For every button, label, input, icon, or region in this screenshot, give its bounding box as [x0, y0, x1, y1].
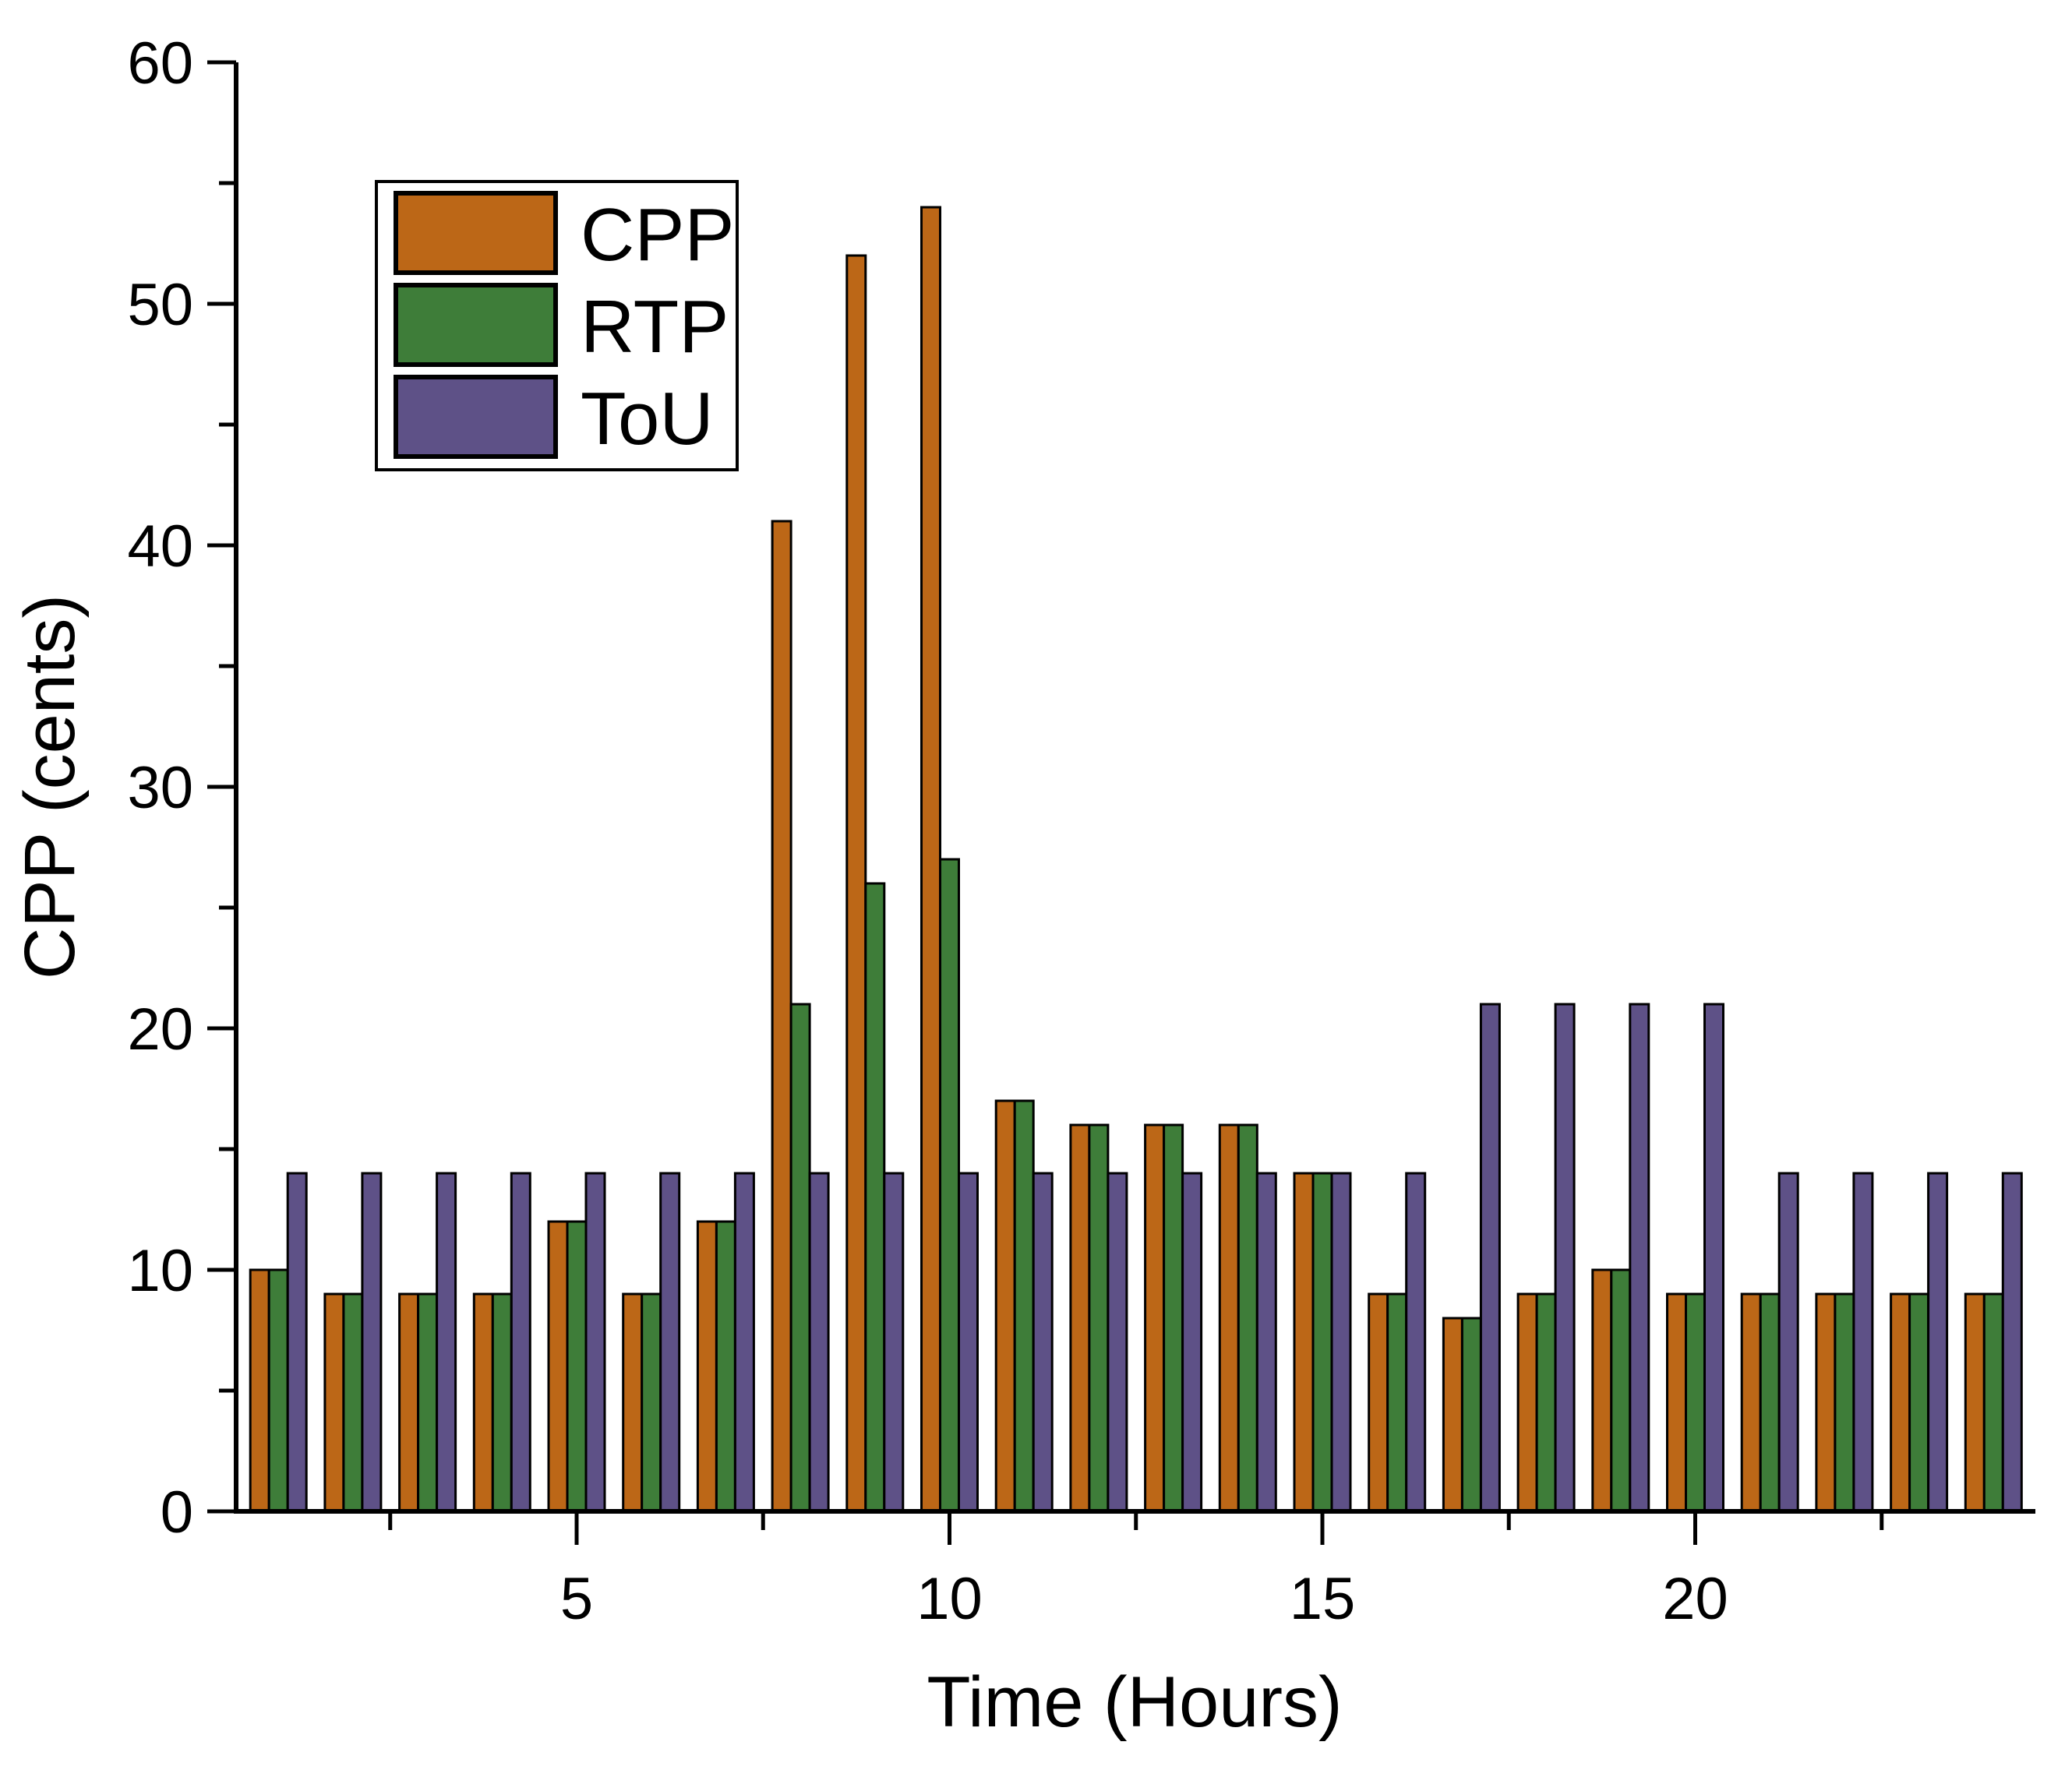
bar-cpp-hour-13 — [1144, 1123, 1166, 1513]
bar-cpp-hour-1 — [249, 1268, 270, 1513]
legend-swatch-tou — [394, 375, 558, 459]
bar-rtp-hour-17 — [1460, 1317, 1482, 1513]
axes-layer: 0 10 20 30 40 50 60 5 10 15 20 — [127, 30, 2035, 1632]
y-tick-label-10: 10 — [127, 1238, 193, 1304]
bar-rtp-hour-18 — [1535, 1292, 1557, 1513]
bar-cpp-hour-19 — [1591, 1268, 1613, 1513]
bar-cpp-hour-6 — [622, 1292, 644, 1513]
bar-tou-hour-5 — [584, 1172, 606, 1513]
bar-tou-hour-20 — [1703, 1003, 1724, 1513]
legend-label-cpp: CPP — [581, 193, 734, 277]
bar-cpp-hour-12 — [1069, 1123, 1091, 1513]
bar-rtp-hour-1 — [267, 1268, 289, 1513]
bar-tou-hour-24 — [2001, 1172, 2023, 1513]
bar-rtp-hour-16 — [1386, 1292, 1408, 1513]
bar-rtp-hour-8 — [789, 1003, 811, 1513]
bar-cpp-hour-24 — [1964, 1292, 1986, 1513]
legend-label-tou: ToU — [581, 377, 714, 460]
bar-rtp-hour-24 — [1982, 1292, 2004, 1513]
bar-tou-hour-12 — [1107, 1172, 1128, 1513]
bar-rtp-hour-10 — [939, 858, 960, 1513]
bar-rtp-hour-11 — [1013, 1099, 1035, 1513]
bar-cpp-hour-23 — [1890, 1292, 1911, 1513]
x-tick-label-5: 5 — [560, 1566, 593, 1632]
bar-rtp-hour-9 — [864, 882, 886, 1513]
y-axis-title: CPP (cents) — [10, 594, 90, 979]
bar-tou-hour-1 — [286, 1172, 308, 1513]
bar-rtp-hour-20 — [1685, 1292, 1706, 1513]
legend-label-rtp: RTP — [581, 285, 729, 368]
bar-rtp-hour-14 — [1237, 1123, 1258, 1513]
bar-tou-hour-10 — [958, 1172, 979, 1513]
bar-tou-hour-2 — [361, 1172, 383, 1513]
bar-rtp-hour-2 — [342, 1292, 364, 1513]
bar-tou-hour-17 — [1479, 1003, 1501, 1513]
bar-cpp-hour-2 — [323, 1292, 345, 1513]
bar-cpp-hour-4 — [472, 1292, 494, 1513]
bar-tou-hour-15 — [1330, 1172, 1352, 1513]
y-tick-label-40: 40 — [127, 513, 193, 580]
bar-tou-hour-23 — [1927, 1172, 1949, 1513]
bar-tou-hour-19 — [1629, 1003, 1650, 1513]
bar-tou-hour-3 — [436, 1172, 457, 1513]
bar-tou-hour-16 — [1405, 1172, 1427, 1513]
bar-tou-hour-7 — [733, 1172, 755, 1513]
bar-cpp-hour-15 — [1293, 1172, 1315, 1513]
legend-swatch-cpp — [394, 191, 558, 275]
bar-rtp-hour-21 — [1759, 1292, 1781, 1513]
bar-cpp-hour-20 — [1666, 1292, 1687, 1513]
bar-tou-hour-8 — [808, 1172, 830, 1513]
y-tick-label-30: 30 — [127, 755, 193, 821]
bar-tou-hour-21 — [1777, 1172, 1799, 1513]
bar-cpp-hour-16 — [1368, 1292, 1389, 1513]
bar-tou-hour-11 — [1032, 1172, 1054, 1513]
x-tick-label-10: 10 — [916, 1566, 983, 1632]
bar-tou-hour-18 — [1554, 1003, 1576, 1513]
legend-swatch-rtp — [394, 283, 558, 367]
bar-cpp-hour-22 — [1815, 1292, 1837, 1513]
y-tick-label-60: 60 — [127, 30, 193, 97]
bar-tou-hour-9 — [883, 1172, 905, 1513]
bar-cpp-hour-9 — [845, 254, 867, 1513]
bar-cpp-hour-21 — [1740, 1292, 1762, 1513]
bar-rtp-hour-6 — [641, 1292, 662, 1513]
bar-cpp-hour-5 — [547, 1220, 569, 1513]
bar-rtp-hour-7 — [715, 1220, 736, 1513]
bar-rtp-hour-5 — [566, 1220, 588, 1513]
bar-cpp-hour-8 — [771, 520, 792, 1513]
bar-tou-hour-6 — [659, 1172, 681, 1513]
bar-cpp-hour-17 — [1442, 1317, 1463, 1513]
bar-cpp-hour-10 — [920, 206, 941, 1513]
bar-rtp-hour-12 — [1088, 1123, 1110, 1513]
bar-cpp-hour-14 — [1218, 1123, 1240, 1513]
y-tick-label-20: 20 — [127, 996, 193, 1063]
bar-tou-hour-14 — [1255, 1172, 1277, 1513]
bar-cpp-hour-18 — [1516, 1292, 1538, 1513]
y-tick-label-50: 50 — [127, 272, 193, 338]
bar-rtp-hour-23 — [1908, 1292, 1930, 1513]
x-axis-title: Time (Hours) — [927, 1662, 1342, 1742]
bar-rtp-hour-19 — [1610, 1268, 1632, 1513]
bar-cpp-hour-3 — [398, 1292, 420, 1513]
bar-tou-hour-13 — [1181, 1172, 1203, 1513]
y-tick-label-0: 0 — [161, 1479, 193, 1546]
bar-rtp-hour-22 — [1834, 1292, 1855, 1513]
bars-layer — [249, 206, 2023, 1513]
bar-cpp-hour-7 — [696, 1220, 718, 1513]
bar-tou-hour-22 — [1852, 1172, 1874, 1513]
bar-rtp-hour-3 — [417, 1292, 439, 1513]
x-tick-label-15: 15 — [1290, 1566, 1356, 1632]
bar-rtp-hour-15 — [1311, 1172, 1333, 1513]
bar-tou-hour-4 — [510, 1172, 531, 1513]
x-tick-label-20: 20 — [1662, 1566, 1728, 1632]
bar-rtp-hour-13 — [1163, 1123, 1184, 1513]
bar-rtp-hour-4 — [491, 1292, 513, 1513]
bar-cpp-hour-11 — [994, 1099, 1016, 1513]
